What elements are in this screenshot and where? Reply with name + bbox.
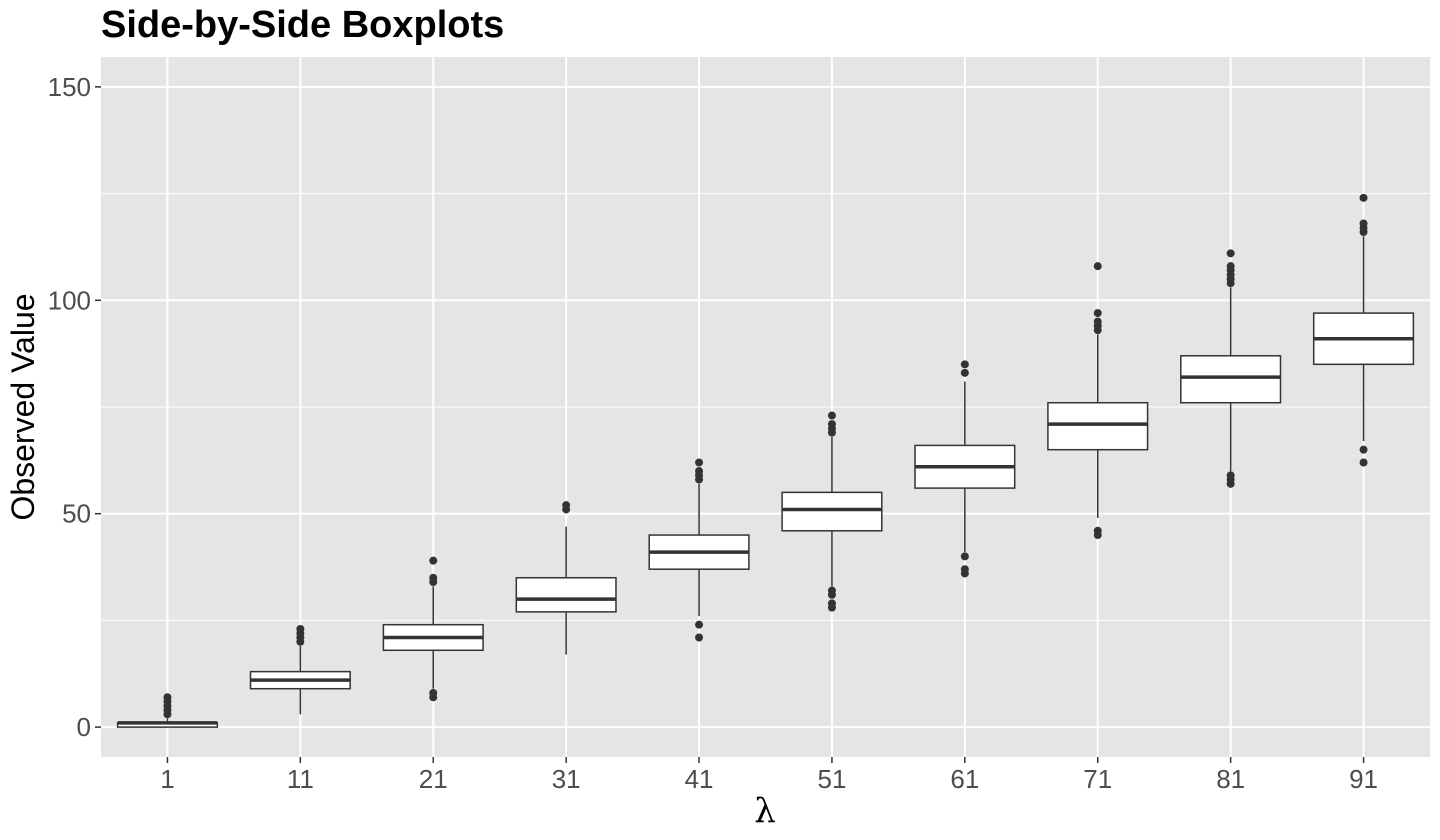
outlier-point — [960, 368, 969, 377]
y-tick-label: 150 — [48, 72, 91, 102]
box-group — [382, 556, 484, 702]
iqr-box — [781, 491, 883, 532]
box-group — [914, 360, 1016, 578]
box-group — [1047, 262, 1149, 540]
outlier-point — [1093, 317, 1102, 326]
outlier-point — [960, 565, 969, 574]
x-tick-label: 11 — [287, 764, 314, 794]
y-tick-label: 0 — [77, 712, 91, 742]
outlier-point — [1093, 309, 1102, 318]
outlier-point — [1226, 471, 1235, 480]
box-group — [249, 624, 351, 715]
outlier-point — [827, 411, 836, 420]
chart-title: Side-by-Side Boxplots — [101, 4, 504, 46]
x-tick-label: 31 — [552, 764, 581, 794]
outlier-point — [562, 501, 571, 510]
x-tick-label: 51 — [817, 764, 846, 794]
x-tick-label: 1 — [160, 764, 174, 794]
x-tick-label: 41 — [685, 764, 714, 794]
iqr-box — [515, 576, 617, 613]
y-axis-title: Observed Value — [5, 293, 41, 520]
outlier-point — [827, 420, 836, 429]
y-tick-label: 50 — [62, 499, 91, 529]
outlier-point — [960, 552, 969, 561]
x-axis: 1 11 21 31 41 51 61 71 81 91 — [160, 757, 1378, 794]
box-group — [648, 458, 750, 642]
x-tick-label: 21 — [419, 764, 448, 794]
outlier-point — [1359, 445, 1368, 454]
outlier-point — [695, 467, 704, 476]
outlier-point — [429, 556, 438, 565]
boxplot-series — [116, 193, 1415, 728]
outlier-point — [1226, 249, 1235, 258]
outlier-point — [1359, 458, 1368, 467]
y-axis: 0 50 100 150 — [48, 72, 101, 742]
outlier-point — [695, 620, 704, 629]
outlier-point — [163, 693, 172, 702]
outlier-point — [695, 458, 704, 467]
iqr-box — [1180, 355, 1282, 404]
x-tick-label: 91 — [1349, 764, 1378, 794]
x-tick-label: 81 — [1216, 764, 1245, 794]
outlier-point — [429, 573, 438, 582]
outlier-point — [1093, 526, 1102, 535]
outlier-point — [296, 624, 305, 633]
x-tick-label: 61 — [950, 764, 979, 794]
x-tick-label: 71 — [1083, 764, 1112, 794]
box-group — [515, 501, 617, 655]
outlier-point — [827, 586, 836, 595]
y-tick-label: 100 — [48, 285, 91, 315]
iqr-box — [1047, 401, 1149, 451]
outlier-point — [960, 360, 969, 369]
outlier-point — [1359, 193, 1368, 202]
box-group — [1312, 193, 1415, 467]
box-group — [1180, 249, 1282, 488]
outlier-point — [827, 599, 836, 608]
outlier-point — [429, 688, 438, 697]
outlier-point — [695, 633, 704, 642]
outlier-point — [1093, 262, 1102, 271]
outlier-point — [1359, 219, 1368, 228]
minor-gridlines — [101, 193, 1430, 621]
outlier-point — [1226, 262, 1235, 271]
x-axis-title: λ — [754, 791, 776, 831]
box-group — [781, 411, 883, 612]
box-group — [116, 693, 219, 728]
